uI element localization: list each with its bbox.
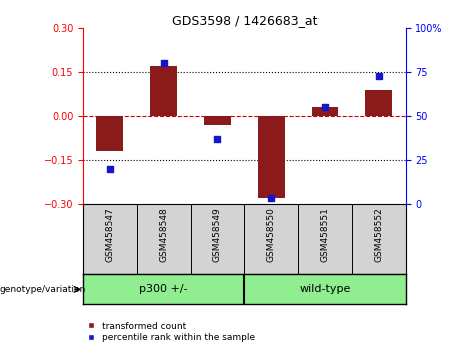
Text: GSM458547: GSM458547 <box>106 207 114 262</box>
Point <box>375 73 383 79</box>
Bar <box>365 90 392 116</box>
Bar <box>150 66 177 116</box>
Bar <box>96 116 123 151</box>
Point <box>160 61 167 66</box>
Text: GSM458549: GSM458549 <box>213 207 222 262</box>
Point <box>214 136 221 142</box>
Text: GSM458551: GSM458551 <box>320 207 330 262</box>
Title: GDS3598 / 1426683_at: GDS3598 / 1426683_at <box>171 14 317 27</box>
Text: GSM458552: GSM458552 <box>374 207 383 262</box>
Text: p300 +/-: p300 +/- <box>139 284 188 295</box>
Text: GSM458548: GSM458548 <box>159 207 168 262</box>
Text: wild-type: wild-type <box>299 284 351 295</box>
Bar <box>204 116 231 125</box>
Point <box>321 104 329 110</box>
Bar <box>312 107 338 116</box>
Bar <box>258 116 284 198</box>
Point <box>267 195 275 201</box>
Text: GSM458550: GSM458550 <box>267 207 276 262</box>
Text: genotype/variation: genotype/variation <box>0 285 86 294</box>
Legend: transformed count, percentile rank within the sample: transformed count, percentile rank withi… <box>88 322 255 342</box>
Point <box>106 166 113 171</box>
